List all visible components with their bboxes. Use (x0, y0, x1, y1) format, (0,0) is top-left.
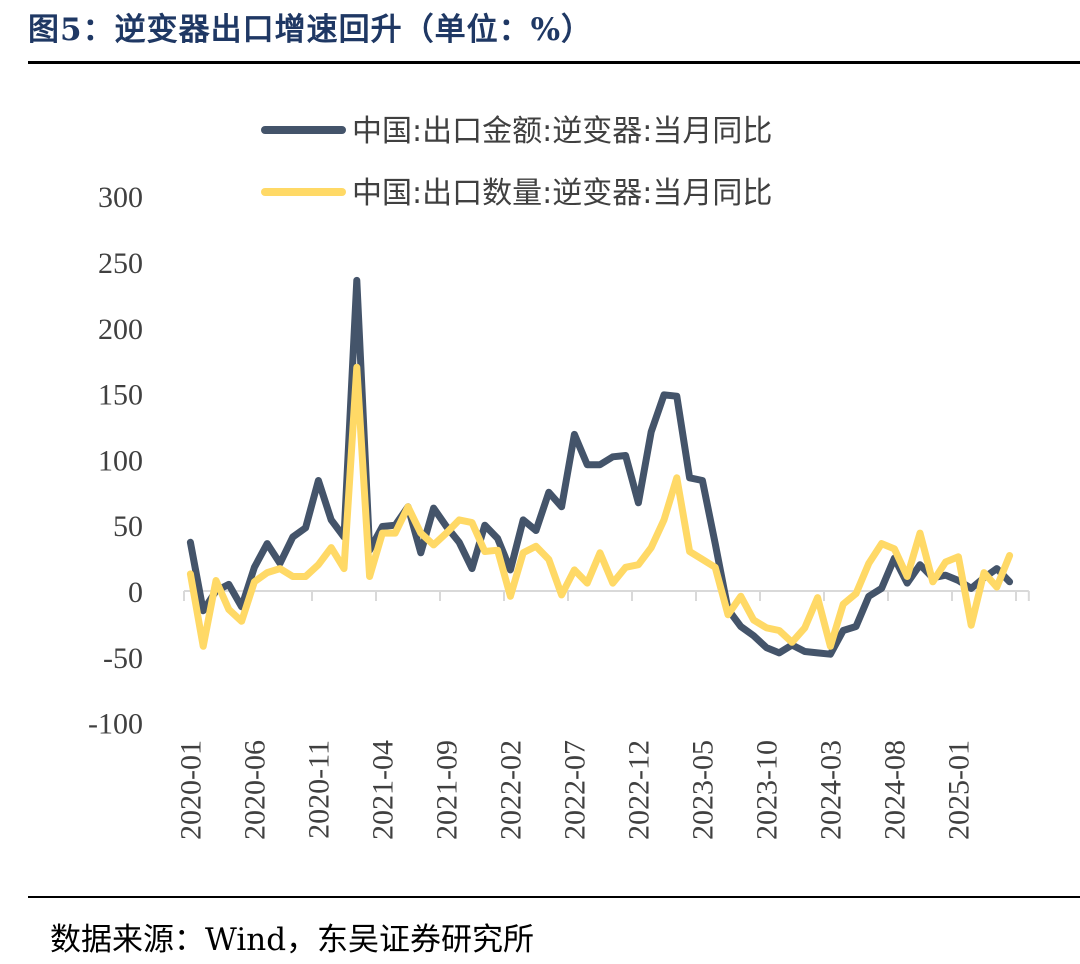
y-axis: -100 -50 0 50 100 150 200 250 300 (88, 181, 143, 740)
x-tick-label: 2020-01 (174, 740, 207, 840)
y-tick-label: 0 (128, 576, 143, 609)
x-tick-label: 2020-06 (238, 740, 271, 840)
title-divider (28, 61, 1080, 64)
y-tick-label: 300 (98, 181, 143, 214)
y-tick-label: -100 (88, 708, 143, 741)
x-axis: 2020-01 2020-06 2020-11 2021-04 2021-09 2022-… (174, 590, 1030, 840)
x-tick-label: 2022-07 (558, 740, 591, 840)
source-note: 数据来源：Wind，东吴证券研究所 (50, 922, 535, 958)
series-lines (186, 276, 1014, 658)
x-tick-label: 2024-03 (814, 740, 847, 840)
legend-label: 中国:出口金额:逆变器:当月同比 (352, 114, 772, 149)
y-tick-label: 100 (98, 444, 143, 477)
x-tick-label: 2021-09 (430, 740, 463, 840)
x-tick-label: 2021-04 (366, 740, 399, 840)
y-tick-label: -50 (103, 642, 143, 675)
x-tick-label: 2020-11 (302, 740, 335, 839)
x-tick-label: 2022-12 (622, 740, 655, 840)
y-tick-label: 200 (98, 313, 143, 346)
x-tick-label: 2023-05 (686, 740, 719, 840)
y-tick-label: 150 (98, 379, 143, 412)
chart-title: 图5：逆变器出口增速回升（单位：%） (28, 12, 594, 48)
legend-label: 中国:出口数量:逆变器:当月同比 (352, 176, 772, 211)
x-tick-label: 2023-10 (750, 740, 783, 840)
x-tick-label: 2022-02 (494, 740, 527, 840)
footer-divider (28, 896, 1080, 898)
series-line-2 (186, 363, 1014, 650)
x-tick-label: 2025-01 (942, 740, 975, 840)
series-line-1 (186, 276, 1014, 658)
x-tick-label: 2024-08 (878, 740, 911, 840)
y-tick-label: 250 (98, 247, 143, 280)
y-tick-label: 50 (113, 510, 143, 543)
